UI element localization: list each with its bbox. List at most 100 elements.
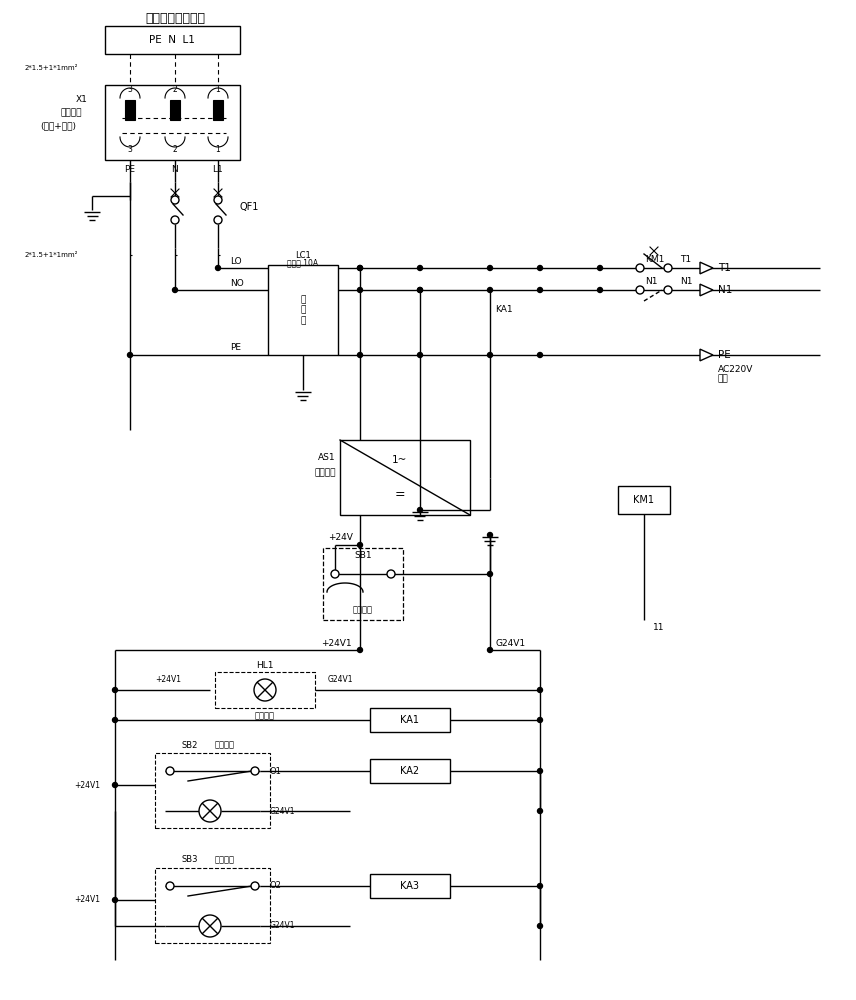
Text: NO: NO <box>230 278 244 288</box>
Bar <box>323 548 403 620</box>
Circle shape <box>488 572 492 576</box>
Bar <box>215 672 315 708</box>
Text: PE: PE <box>230 344 241 353</box>
Circle shape <box>173 288 177 292</box>
Text: 滤波器 10A: 滤波器 10A <box>288 258 318 267</box>
Circle shape <box>358 288 362 292</box>
Circle shape <box>358 265 362 270</box>
Circle shape <box>418 265 423 270</box>
Circle shape <box>538 265 543 270</box>
Circle shape <box>112 898 117 902</box>
Text: SB2: SB2 <box>182 740 199 750</box>
Text: HL1: HL1 <box>256 660 274 670</box>
Bar <box>105 26 240 54</box>
Text: 1: 1 <box>216 145 220 154</box>
Text: 2: 2 <box>173 145 177 154</box>
Circle shape <box>112 782 117 788</box>
Text: G24V1: G24V1 <box>270 922 295 930</box>
Text: G24V1: G24V1 <box>496 639 526 648</box>
Text: 激光开关: 激光开关 <box>215 740 235 750</box>
Text: SB3: SB3 <box>182 856 199 864</box>
Circle shape <box>358 648 362 652</box>
Text: 开关电源: 开关电源 <box>314 468 336 478</box>
Circle shape <box>636 286 644 294</box>
Circle shape <box>538 288 543 292</box>
Text: AS1: AS1 <box>318 454 336 462</box>
Polygon shape <box>700 349 713 361</box>
Text: (母头+公座): (母头+公座) <box>40 121 76 130</box>
Text: 外部单相电源插头: 外部单相电源插头 <box>145 11 205 24</box>
Circle shape <box>418 288 423 292</box>
Circle shape <box>538 688 543 692</box>
Circle shape <box>488 532 492 538</box>
Text: 三位航插: 三位航插 <box>61 108 82 117</box>
Bar <box>370 708 450 732</box>
Text: 3: 3 <box>128 86 133 95</box>
Text: PE: PE <box>124 165 135 174</box>
Text: O1: O1 <box>270 766 282 776</box>
Text: QF1: QF1 <box>240 202 259 212</box>
Text: +24V1: +24V1 <box>321 639 352 648</box>
Text: X1: X1 <box>76 96 88 104</box>
Bar <box>155 868 270 943</box>
Text: PE: PE <box>718 350 731 360</box>
Text: T1: T1 <box>680 255 691 264</box>
Circle shape <box>538 924 543 928</box>
Circle shape <box>171 196 179 204</box>
Bar <box>618 486 670 514</box>
Text: 3: 3 <box>128 145 133 154</box>
Circle shape <box>214 196 222 204</box>
Circle shape <box>664 286 672 294</box>
Circle shape <box>358 542 362 548</box>
Text: KM1: KM1 <box>633 495 655 505</box>
Circle shape <box>358 353 362 358</box>
Circle shape <box>112 688 117 692</box>
Bar <box>268 265 338 355</box>
Text: +24V1: +24V1 <box>155 676 181 684</box>
Polygon shape <box>700 262 713 274</box>
Circle shape <box>418 288 423 292</box>
Bar <box>125 100 135 120</box>
Circle shape <box>166 767 174 775</box>
Text: +24V: +24V <box>328 532 353 542</box>
Circle shape <box>418 508 423 512</box>
Text: 滤
波
器: 滤 波 器 <box>300 295 306 325</box>
Circle shape <box>538 353 543 358</box>
Text: 急停按钮: 急停按钮 <box>353 605 373 614</box>
Polygon shape <box>700 284 713 296</box>
Text: PE  N  L1: PE N L1 <box>149 35 195 45</box>
Circle shape <box>387 570 395 578</box>
Text: 2*1.5+1*1mm²: 2*1.5+1*1mm² <box>25 252 78 258</box>
Text: 振镜开关: 振镜开关 <box>215 856 235 864</box>
Circle shape <box>538 808 543 814</box>
Bar <box>170 100 180 120</box>
Circle shape <box>538 884 543 888</box>
Circle shape <box>199 800 221 822</box>
Circle shape <box>488 265 492 270</box>
Text: LC1: LC1 <box>295 250 311 259</box>
Text: G24V1: G24V1 <box>327 676 353 684</box>
Text: 1~: 1~ <box>392 455 407 465</box>
Text: KA3: KA3 <box>401 881 419 891</box>
Bar <box>155 753 270 828</box>
Text: =: = <box>395 488 405 502</box>
Text: O2: O2 <box>270 882 282 890</box>
Circle shape <box>597 265 603 270</box>
Circle shape <box>538 768 543 774</box>
Circle shape <box>128 353 133 358</box>
Bar <box>105 85 240 160</box>
Circle shape <box>214 216 222 224</box>
Text: 2*1.5+1*1mm²: 2*1.5+1*1mm² <box>25 65 78 71</box>
Text: N1: N1 <box>645 276 657 286</box>
Text: +24V1: +24V1 <box>74 780 100 790</box>
Text: 11: 11 <box>653 624 664 633</box>
Circle shape <box>199 915 221 937</box>
Circle shape <box>251 767 259 775</box>
Text: N1: N1 <box>718 285 733 295</box>
Text: LO: LO <box>230 256 241 265</box>
Text: AC220V: AC220V <box>718 364 753 373</box>
Bar <box>213 100 223 120</box>
Text: KA1: KA1 <box>495 306 513 314</box>
Text: N: N <box>171 165 178 174</box>
Circle shape <box>254 679 276 701</box>
